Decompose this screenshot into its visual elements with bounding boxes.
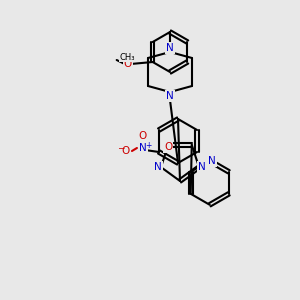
- Text: N: N: [208, 156, 216, 166]
- Text: N: N: [166, 43, 174, 53]
- Text: CH₃: CH₃: [120, 52, 135, 62]
- Text: O: O: [122, 146, 130, 156]
- Text: O: O: [124, 59, 132, 69]
- Text: N: N: [139, 143, 147, 153]
- Text: N: N: [166, 91, 174, 101]
- Text: N: N: [154, 162, 162, 172]
- Text: −: −: [117, 143, 125, 152]
- Text: O: O: [139, 131, 147, 141]
- Text: O: O: [164, 142, 172, 152]
- Text: N: N: [198, 162, 206, 172]
- Text: +: +: [145, 140, 151, 149]
